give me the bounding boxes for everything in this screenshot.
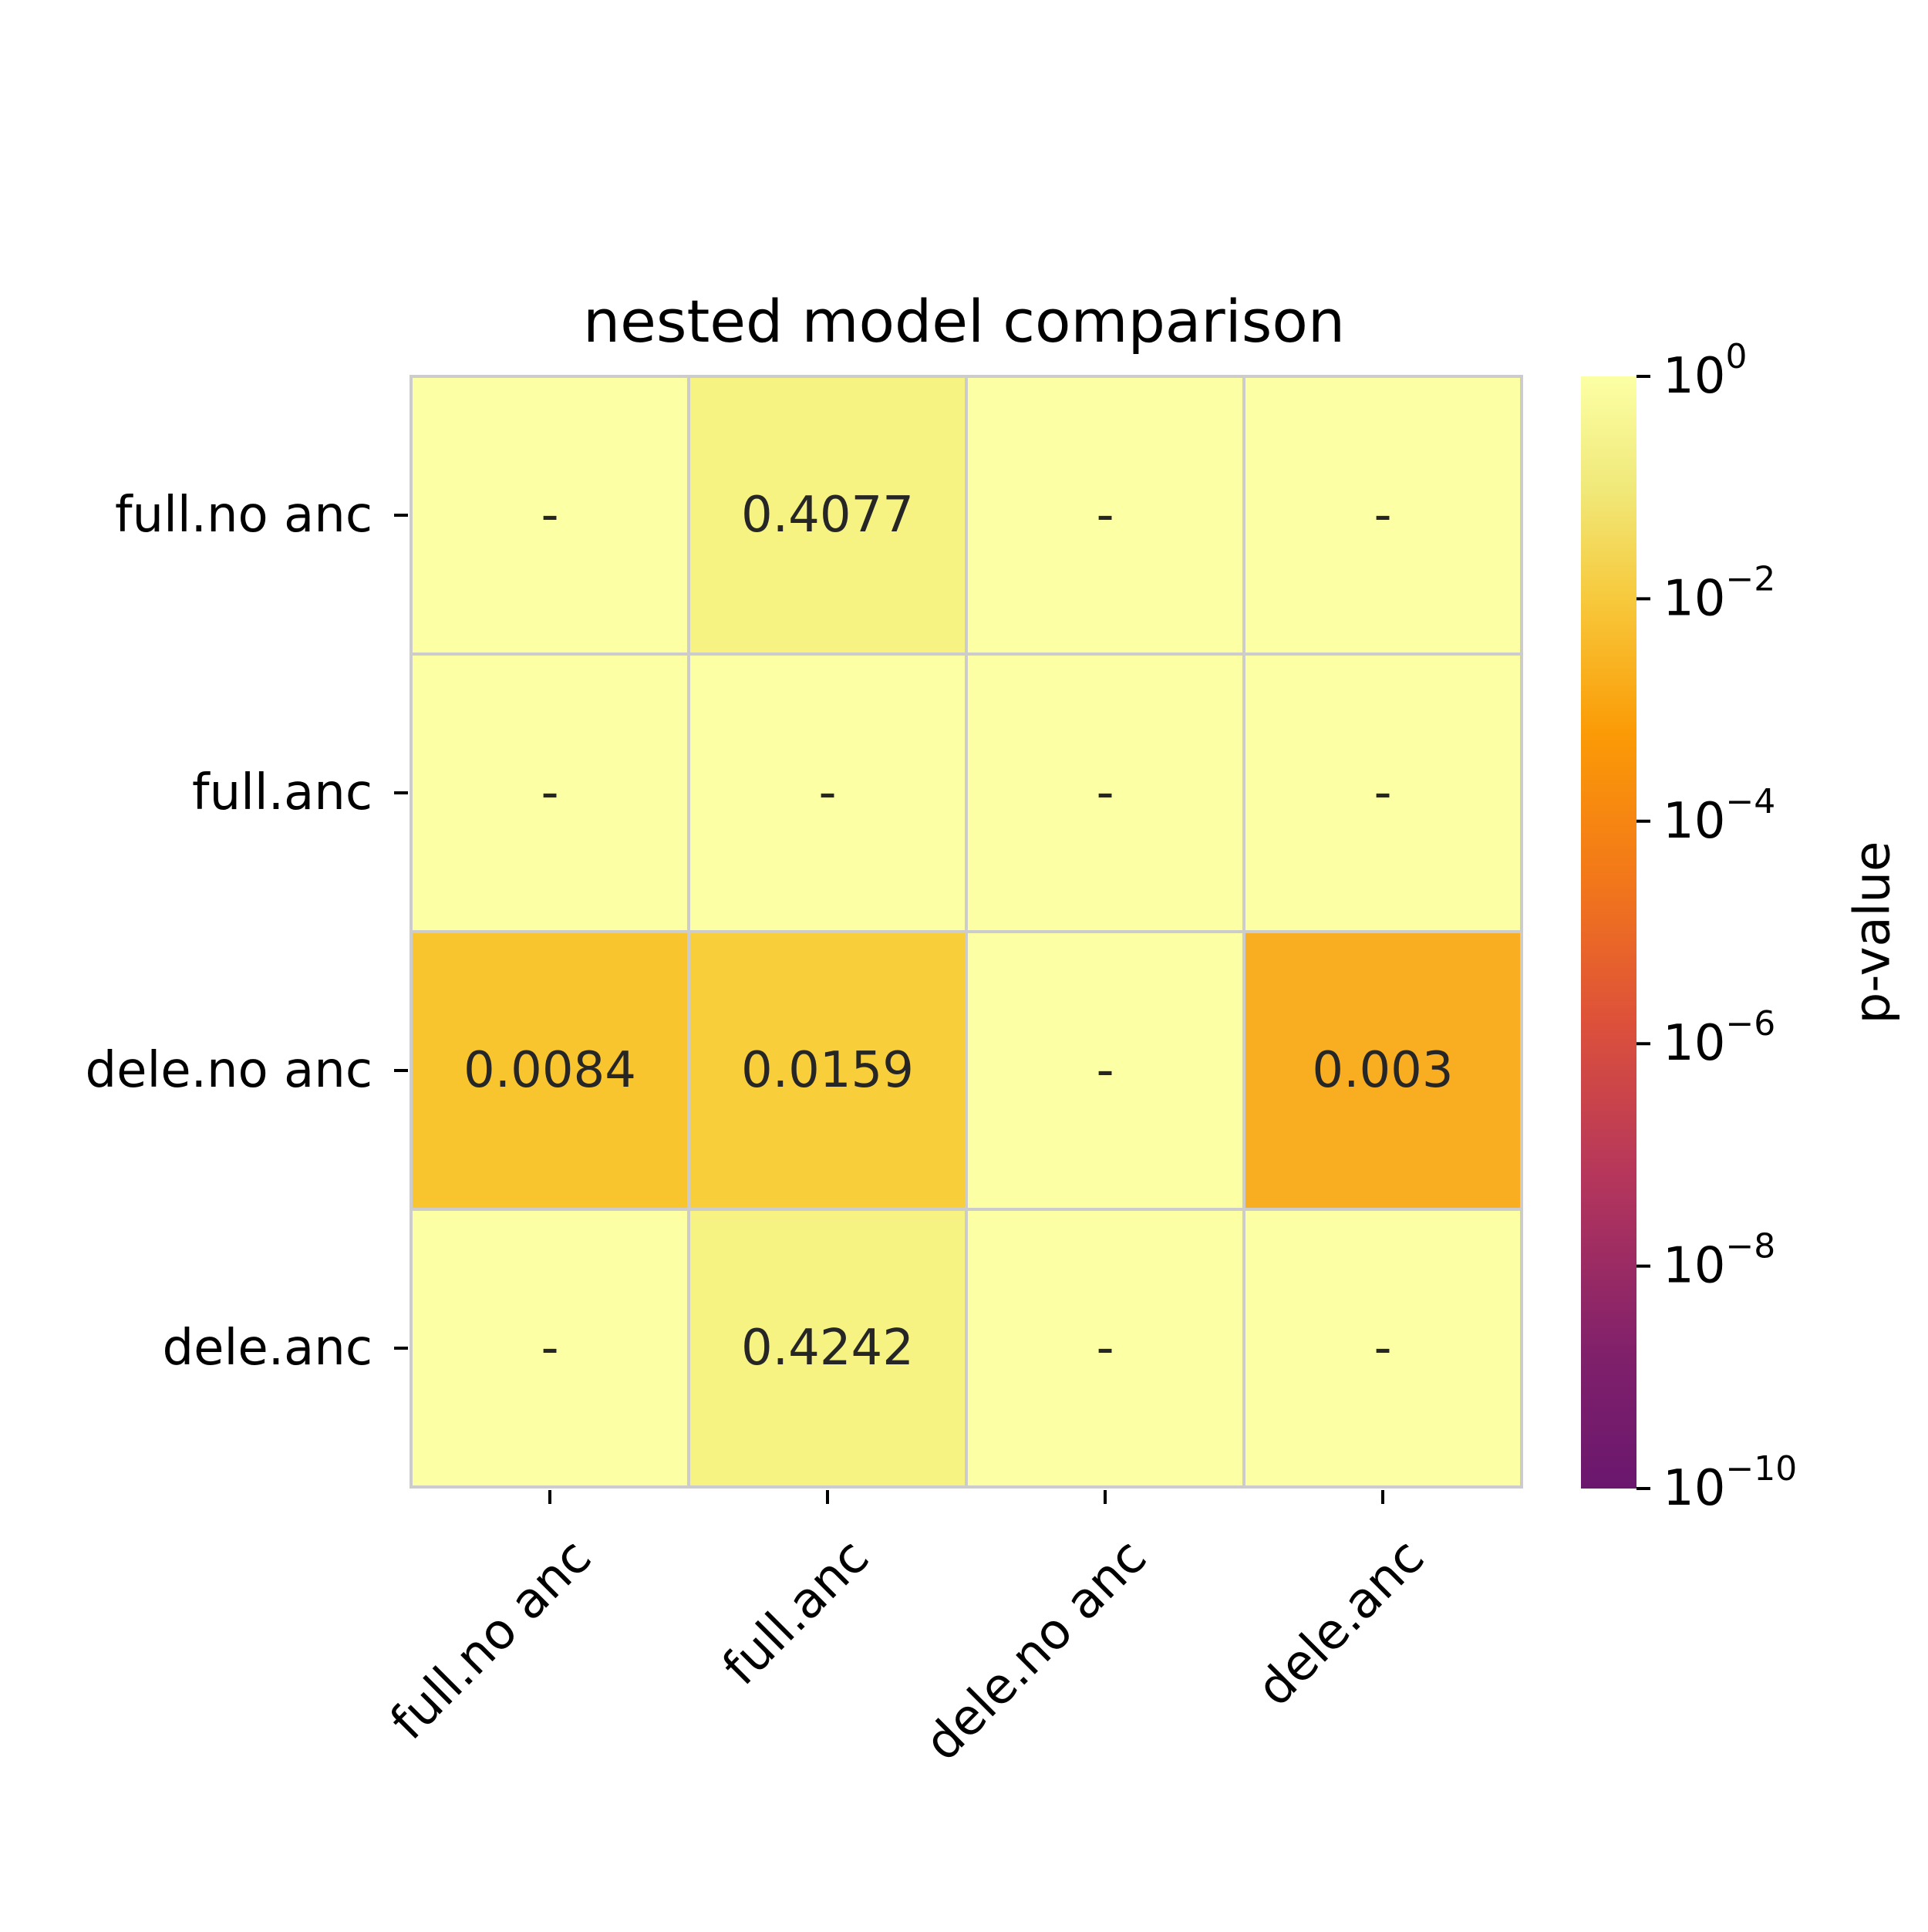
cell-value-label: - [1374,487,1391,544]
colorbar-tick-exponent: −10 [1725,1449,1797,1489]
heatmap-cell [687,930,968,1211]
heatmap-cell [965,1208,1245,1489]
heatmap-cell [410,652,690,933]
colorbar-tick-label: 10−8 [1663,1226,1775,1295]
colorbar-tick-exponent: −8 [1725,1226,1775,1266]
colorbar-tick-base: 10 [1663,1238,1725,1295]
colorbar-tick-label: 10−2 [1663,559,1775,628]
x-tick-label: full.no anc [380,1529,603,1752]
colorbar-label: p-value [1845,841,1902,1024]
heatmap-cell [687,1208,968,1489]
colorbar-tick-label: 10−6 [1663,1004,1775,1073]
x-tick-label: dele.anc [1246,1529,1435,1718]
colorbar-tick-base: 10 [1663,348,1725,405]
cell-value-label: - [1096,1042,1114,1099]
colorbar-tick-label: 10−10 [1663,1449,1797,1518]
cell-value-label: 0.0159 [741,1042,914,1099]
cell-value-label: - [1096,764,1114,821]
cell-value-label: - [818,764,836,821]
heatmap-cell [1242,1208,1523,1489]
cell-value-label: - [1374,1320,1391,1377]
colorbar-tick-base: 10 [1663,1460,1725,1517]
heatmap-cell [1242,375,1523,656]
colorbar-tick-exponent: −6 [1725,1004,1775,1044]
cell-value-label: - [1096,1320,1114,1377]
cell-value-label: 0.0084 [463,1042,636,1099]
heatmap-cells: - 0.4077 - - - - - - 0.0084 0.0159 - 0.003 - 0.4242 - - [410,375,1523,1489]
cell-value-label: - [541,764,558,821]
row-labels: full.no anc full.anc dele.no anc dele.anc [85,487,408,1377]
cell-value-label: - [1374,764,1391,821]
colorbar-tick-base: 10 [1663,570,1725,627]
heatmap-cell [687,652,968,933]
x-tick-label: dele.no anc [914,1529,1158,1772]
x-tick-label: full.anc [712,1529,880,1697]
chart-title: nested model comparison [583,287,1345,356]
y-tick-label: full.anc [192,764,372,821]
colorbar-gradient [1581,376,1636,1489]
colorbar-tick-label: 100 [1663,337,1747,406]
y-tick-label: full.no anc [115,487,372,544]
colorbar-tick-base: 10 [1663,793,1725,850]
cell-value-label: - [1096,487,1114,544]
heatmap-cell [410,375,690,656]
y-tick-label: dele.no anc [85,1042,372,1099]
cell-value-label: 0.4242 [741,1320,914,1377]
heatmap-cell [410,1208,690,1489]
cell-value-label: 0.4077 [741,487,914,544]
cell-value-label: - [541,1320,558,1377]
heatmap-cell [965,375,1245,656]
heatmap-cell [687,375,968,656]
colorbar-tick-exponent: 0 [1725,337,1747,376]
colorbar-tick-exponent: −2 [1725,559,1775,598]
cell-value-label: 0.003 [1312,1042,1453,1099]
column-labels: full.no anc full.anc dele.no anc dele.anc [380,1490,1435,1772]
heatmap-cell [1242,652,1523,933]
colorbar-tick-base: 10 [1663,1015,1725,1072]
colorbar-tick-exponent: −4 [1725,781,1775,821]
cell-value-label: - [541,487,558,544]
y-tick-label: dele.anc [163,1320,372,1377]
heatmap-cell [1242,930,1523,1211]
colorbar-tick-label: 10−4 [1663,781,1775,850]
